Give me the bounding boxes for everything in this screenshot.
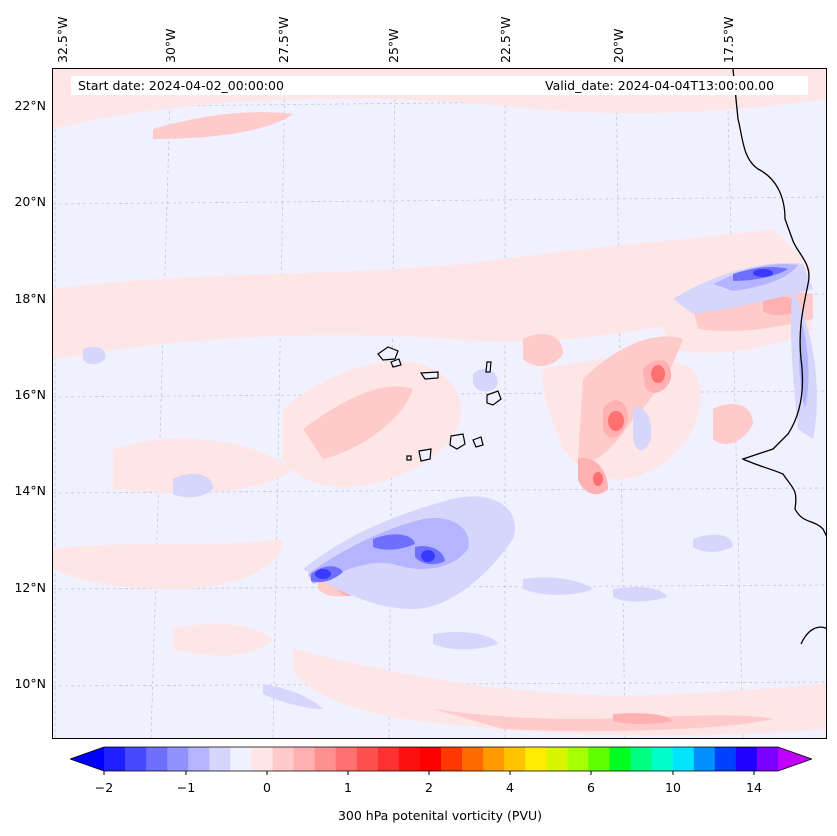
colorbar-segment (125, 747, 147, 771)
colorbar-segment (588, 747, 610, 771)
lat-label-18n: 18°N (14, 291, 46, 306)
island-sal (485, 361, 492, 373)
colorbar-segment (693, 747, 716, 771)
colorbar-tick-label: 10 (665, 780, 681, 795)
lat-label-20n: 20°N (14, 194, 46, 209)
colorbar-segment (314, 747, 337, 771)
graticule-line-20w (615, 69, 626, 738)
lon-label-225w: 22.5°W (498, 16, 513, 63)
island-maio (418, 448, 432, 462)
island-brava (472, 436, 484, 448)
date-info-bar (71, 76, 808, 95)
colorbar-segment (167, 747, 189, 771)
colorbar-segment (714, 747, 737, 771)
pv-negative-peak (315, 269, 773, 579)
colorbar-segment (630, 747, 653, 771)
colorbar-segment (251, 747, 273, 771)
lon-label-325w: 32.5°W (55, 16, 70, 63)
graticule-line-275w (272, 69, 286, 738)
lon-label-175w: 17.5°W (721, 16, 736, 63)
lat-label-10n: 10°N (14, 676, 46, 691)
lon-label-20w: 20°W (611, 28, 626, 63)
map-panel[interactable] (52, 68, 827, 739)
colorbar-segment (146, 747, 168, 771)
colorbar-segment (756, 747, 779, 771)
island-santiago (406, 455, 412, 461)
pv-positive-strong (338, 296, 801, 724)
lon-label-275w: 27.5°W (276, 16, 291, 63)
colorbar-tick-label: 1 (344, 780, 352, 795)
colorbar-max-arrow (778, 747, 812, 771)
colorbar-segment (462, 747, 484, 771)
colorbar-segment (672, 747, 695, 771)
colorbar-min-arrow (70, 747, 104, 771)
graticule-line-30w (150, 69, 172, 738)
colorbar-label: 300 hPa potenital vorticity (PVU) (337, 808, 543, 823)
island-santo-antao (377, 346, 399, 361)
colorbar-segment (356, 747, 379, 771)
colorbar-segment (377, 747, 400, 771)
colorbar-segment (104, 747, 126, 771)
colorbar-segment (230, 747, 252, 771)
vorticity-core-3 (578, 458, 608, 495)
colorbar-tick-label: −1 (176, 780, 196, 795)
graticule (53, 69, 826, 738)
vorticity-core-6 (613, 713, 673, 724)
graticule-line-175w (726, 69, 744, 738)
colorbar-tick-label: 6 (587, 780, 595, 795)
pv-positive-peak (343, 365, 665, 592)
colorbar-segment (293, 747, 316, 771)
colorbar-segment (483, 747, 505, 771)
colorbar-segment (735, 747, 758, 771)
lat-label-14n: 14°N (14, 483, 46, 498)
lon-label-30w: 30°W (163, 28, 178, 63)
colorbar-tick-label: 14 (746, 780, 762, 795)
graticule-line-20n (53, 196, 826, 205)
colorbar-segment (525, 747, 547, 771)
colorbar-segment (419, 747, 442, 771)
start-date-text: Start date: 2024-04-02_00:00:00 (78, 78, 284, 93)
lat-label-12n: 12°N (14, 580, 46, 595)
colorbar-segment (567, 747, 589, 771)
island-fogo (449, 433, 466, 450)
colorbar-tick-label: 4 (506, 780, 514, 795)
colorbar-segment (335, 747, 358, 771)
cape-verde-islands (377, 346, 502, 462)
valid-date-text: Valid_date: 2024-04-04T13:00:00.00 (545, 78, 775, 93)
lon-label-25w: 25°W (386, 28, 401, 63)
colorbar-segment (441, 747, 463, 771)
colorbar-segment (609, 747, 632, 771)
colorbar-segment (398, 747, 421, 771)
coastline (732, 69, 826, 645)
colorbar-segment (504, 747, 526, 771)
colorbar-tick-label: 2 (425, 780, 433, 795)
colorbar-segment (651, 747, 674, 771)
island-sao-nicolau (419, 371, 439, 380)
island-boa-vista (486, 390, 502, 406)
colorbar-segment (546, 747, 568, 771)
colorbar-tick-label: −2 (94, 780, 114, 795)
graticule-line-25w (388, 69, 396, 738)
lat-label-16n: 16°N (14, 387, 46, 402)
colorbar (70, 746, 812, 775)
colorbar-segment (188, 747, 210, 771)
colorbar-segment (272, 747, 295, 771)
colorbar-segment (209, 747, 231, 771)
vorticity-field-map (53, 69, 826, 738)
colorbar-tick-label: 0 (263, 780, 271, 795)
lat-label-22n: 22°N (14, 98, 46, 113)
island-sao-vicente (390, 358, 402, 368)
